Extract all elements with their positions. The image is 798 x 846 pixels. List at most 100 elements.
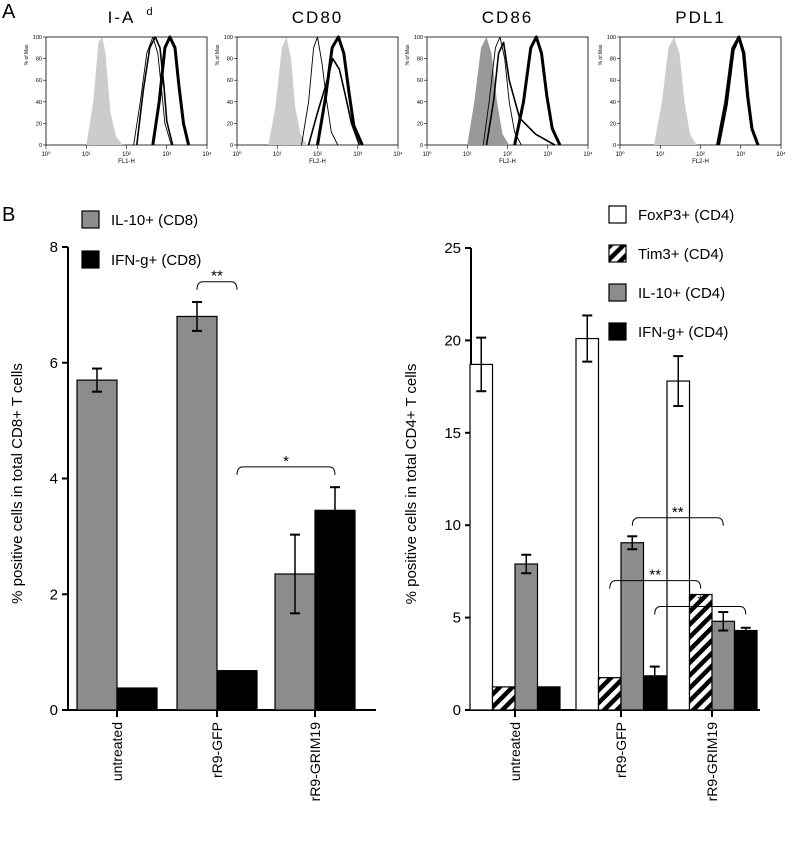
bar-gray bbox=[620, 542, 645, 711]
y-tick-label: 20 bbox=[227, 121, 233, 127]
histogram-4: PDL1 0 20 40 60 80 100% of Max 10⁰ 10¹ 10² 10³ 10⁴ F… bbox=[598, 8, 786, 165]
cd8-bars: 0 2 4 6 8 % positive cells in total CD8+ T ce… bbox=[9, 210, 376, 802]
x-tick-label: rR9-GRIM19 bbox=[704, 722, 720, 802]
y-tick-label: 0 bbox=[420, 143, 423, 149]
legend-swatch-black bbox=[608, 322, 627, 341]
y-tick-label: 60 bbox=[610, 78, 616, 84]
significance-label: * bbox=[697, 593, 703, 610]
histogram-frame bbox=[236, 36, 399, 146]
y-tick-label: 60 bbox=[227, 78, 233, 84]
significance-bracket bbox=[631, 517, 724, 526]
significance-label: * bbox=[283, 453, 289, 470]
y-tick-label: 40 bbox=[610, 100, 616, 106]
histogram-curve-medium bbox=[485, 41, 556, 146]
y-tick-label: 100 bbox=[224, 35, 233, 41]
x-tick-label: 10⁰ bbox=[422, 151, 432, 158]
x-tick-label: 10³ bbox=[736, 152, 745, 158]
legend-label: IL-10+ (CD8) bbox=[111, 212, 198, 229]
y-tick-label: 25 bbox=[444, 240, 461, 257]
y-tick-label: 0 bbox=[613, 143, 616, 149]
histogram-frame bbox=[619, 36, 782, 146]
x-axis-label: FL2-H bbox=[309, 159, 326, 165]
y-tick-label: 15 bbox=[444, 425, 461, 442]
significance-bracket bbox=[196, 281, 238, 290]
y-tick-label: 40 bbox=[36, 100, 42, 106]
y-tick-label: 40 bbox=[227, 100, 233, 106]
y-axis-label: % of Max bbox=[24, 44, 30, 65]
significance-label: ** bbox=[211, 268, 223, 285]
cd4-bar-chart: 0 5 10 15 20 25 % positive cells in total CD4+… bbox=[403, 205, 760, 802]
isotype-histogram bbox=[86, 37, 123, 145]
x-tick-label: 10³ bbox=[162, 152, 171, 158]
y-axis-label: % of Max bbox=[405, 44, 411, 65]
panel-a-label: A bbox=[2, 1, 16, 23]
legend-swatch-gray bbox=[608, 283, 627, 302]
y-tick-label: 80 bbox=[417, 57, 423, 63]
y-tick-label: 4 bbox=[50, 471, 58, 488]
y-tick-label: 100 bbox=[33, 35, 42, 41]
bar-hatched bbox=[597, 677, 622, 711]
legend-label: Tim3+ (CD4) bbox=[638, 246, 724, 263]
y-tick-label: 6 bbox=[50, 355, 58, 372]
legend-label: IFN-g+ (CD8) bbox=[111, 252, 201, 269]
x-tick-label: 10³ bbox=[543, 152, 552, 158]
y-tick-label: 80 bbox=[36, 57, 42, 63]
x-tick-label: 10⁴ bbox=[583, 151, 593, 158]
histogram-curve-thick bbox=[151, 35, 191, 146]
x-tick-label: 10⁰ bbox=[232, 151, 242, 158]
histogram-curve-thin bbox=[482, 36, 522, 146]
bar-white bbox=[666, 380, 691, 711]
bar-black bbox=[733, 629, 758, 711]
y-tick-label: 0 bbox=[230, 143, 233, 149]
x-axis-label: FL1-H bbox=[118, 159, 135, 165]
bar-gray bbox=[711, 620, 736, 711]
histogram-curve-thick bbox=[316, 35, 364, 146]
x-axis-label: FL2-H bbox=[692, 159, 709, 165]
x-tick-label: rR9-GFP bbox=[613, 722, 629, 778]
bar-gray bbox=[514, 563, 539, 711]
y-tick-label: 20 bbox=[444, 332, 461, 349]
x-tick-label: 10⁴ bbox=[393, 151, 403, 158]
bar-black bbox=[216, 670, 258, 711]
isotype-histogram bbox=[268, 37, 307, 145]
x-tick-label: untreated bbox=[109, 722, 125, 781]
y-tick-label: 100 bbox=[607, 35, 616, 41]
y-tick-label: 40 bbox=[417, 100, 423, 106]
histogram-2: CD80 0 20 40 60 80 100% of Max 10⁰ 10¹ 10² 10³ 10⁴ F… bbox=[215, 8, 403, 165]
histogram-title: PDL1 bbox=[675, 8, 726, 27]
legend-swatch-white bbox=[608, 205, 627, 224]
x-tick-label: 10¹ bbox=[82, 152, 91, 158]
x-tick-label: rR9-GFP bbox=[209, 722, 225, 778]
bar-white bbox=[575, 337, 600, 711]
histogram-curve-thin bbox=[133, 36, 172, 146]
y-tick-label: 20 bbox=[610, 121, 616, 127]
cd8-bar-chart: 0 2 4 6 8 % positive cells in total CD8+ T ce… bbox=[9, 210, 376, 802]
bar-black bbox=[314, 509, 356, 711]
isotype-histogram bbox=[467, 37, 510, 145]
x-tick-label: rR9-GRIM19 bbox=[307, 722, 323, 802]
x-tick-label: 10² bbox=[503, 152, 512, 158]
y-tick-label: 80 bbox=[227, 57, 233, 63]
histogram-title: CD80 bbox=[292, 8, 343, 27]
x-tick-label: 10² bbox=[122, 152, 131, 158]
cd4-bars: 0 5 10 15 20 25 % positive cells in total CD4+… bbox=[403, 205, 760, 802]
x-axis-label: FL2-H bbox=[499, 159, 516, 165]
bar-gray bbox=[76, 379, 118, 711]
significance-label: ** bbox=[649, 567, 661, 584]
bar-white bbox=[469, 363, 494, 711]
histogram-curve-medium bbox=[136, 36, 174, 146]
y-tick-label: 60 bbox=[36, 78, 42, 84]
legend-label: IFN-g+ (CD4) bbox=[638, 324, 728, 341]
significance-label: ** bbox=[672, 504, 684, 521]
x-tick-label: 10⁴ bbox=[776, 151, 786, 158]
y-tick-label: 5 bbox=[453, 610, 461, 627]
bar-black bbox=[116, 687, 158, 711]
legend-label: IL-10+ (CD4) bbox=[638, 285, 725, 302]
x-tick-label: 10⁰ bbox=[615, 151, 625, 158]
bar-gray bbox=[176, 315, 218, 711]
y-tick-label: 0 bbox=[453, 702, 461, 719]
y-axis-label: % positive cells in total CD8+ T cells bbox=[9, 363, 26, 604]
panel-b-label: B bbox=[2, 204, 15, 226]
histogram-curve-thin bbox=[301, 36, 339, 146]
